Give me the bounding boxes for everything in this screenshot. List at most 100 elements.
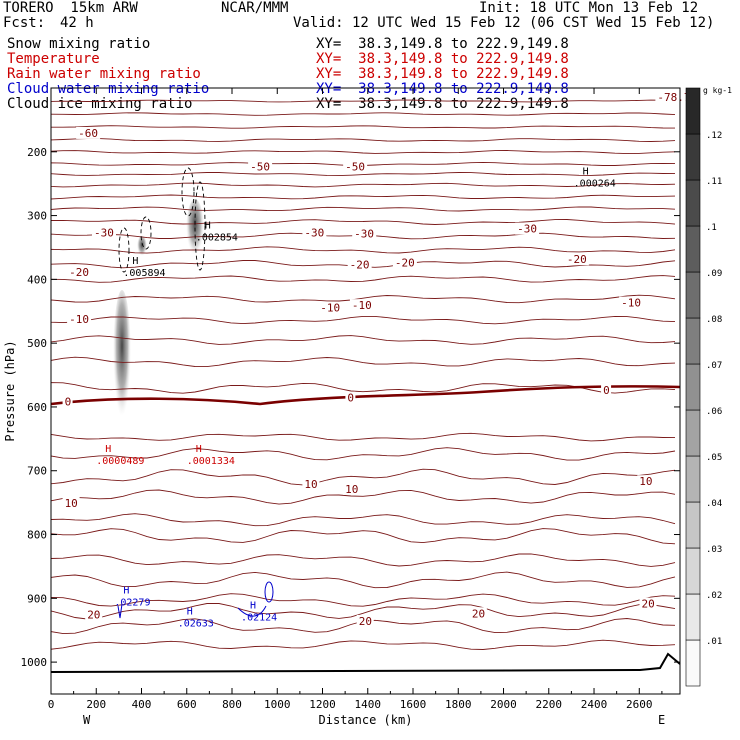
cloud-water-contour (237, 605, 267, 617)
temperature-contour-label: -20 (567, 253, 587, 266)
maximum-marker: H (123, 586, 129, 597)
temperature-contour-line (50, 99, 676, 103)
axes: 0 200 400 600 800 1000 1200 1400 1600 1800 2000 220… (3, 87, 681, 727)
ice-contour (140, 216, 152, 250)
colorbar-bin (685, 501, 701, 549)
y-tick-label: 400 (27, 273, 47, 286)
colorbar-tick-label: .06 (706, 407, 722, 417)
x-tick-label: 2000 (490, 698, 517, 711)
x-tick-label: 1400 (355, 698, 382, 711)
temperature-contour-line (50, 639, 676, 650)
x-tick-label: 2400 (581, 698, 608, 711)
label-knockout (343, 482, 361, 495)
colorbar-bin (685, 87, 701, 135)
label-knockout (619, 296, 644, 309)
legend-label: Snow mixing ratio (7, 36, 151, 52)
x-tick-label: 200 (86, 698, 106, 711)
maximum-marker: H (250, 600, 256, 611)
legend-xy: XY= 38.3,149.8 to 222.9,149.8 (316, 81, 569, 97)
colorbar-tick-label: .01 (706, 637, 722, 647)
terrain-line (50, 652, 681, 673)
label-knockout (248, 160, 273, 173)
temperature-contour-line (50, 194, 676, 200)
label-knockout (302, 226, 327, 239)
other-contours (117, 167, 274, 619)
label-knockout (639, 597, 657, 610)
maximum-marker: H (205, 221, 211, 232)
center-name: NCAR/MMM (221, 0, 289, 16)
colorbar-tick-label: .07 (706, 361, 722, 371)
x-tick-label: 800 (222, 698, 242, 711)
x-tick-label: 600 (177, 698, 197, 711)
colorbar-units: g kg-1 (703, 86, 732, 95)
label-knockout (67, 313, 92, 326)
x-tick-label: 1800 (445, 698, 472, 711)
label-knockout (352, 227, 377, 240)
cloud-water-contour (264, 581, 274, 603)
colorbar-bin (685, 593, 701, 641)
temperature-contour-label: 10 (639, 475, 652, 488)
colorbar-bin (685, 409, 701, 457)
temperature-contour-label: 10 (304, 478, 317, 491)
temperature-contour-line (50, 528, 676, 545)
x-tick-label: 2600 (626, 698, 653, 711)
y-tick-label: 600 (27, 401, 47, 414)
label-knockout (347, 258, 372, 271)
temperature-contour-line (50, 335, 676, 345)
colorbar-bin (685, 317, 701, 365)
temperature-contour-line (50, 315, 676, 325)
colorbar-bin (685, 225, 701, 273)
label-knockout (67, 265, 92, 278)
legend-xy: XY= 38.3,149.8 to 222.9,149.8 (316, 36, 569, 52)
temperature-contour-label: -30 (354, 228, 374, 241)
label-knockout (515, 222, 540, 235)
temperature-contour-label: 20 (359, 615, 372, 628)
maximum-value-label: .02279 (114, 598, 150, 609)
temperature-contour-label: -78.7 (657, 91, 690, 104)
colorbar-tick-label: .04 (706, 499, 722, 509)
zero-isotherm (50, 385, 681, 406)
legend-label: Temperature (7, 51, 100, 67)
temperature-contour-label: -50 (250, 161, 270, 174)
x-tick-label: 0 (48, 698, 55, 711)
temperature-contour-label: 0 (65, 395, 72, 408)
legend-label: Cloud water mixing ratio (7, 81, 210, 97)
temperature-contour-label: 20 (87, 609, 100, 622)
colorbar: .01 .02 .03 .04 .05 .06 .07 .08 .09 .1 .11 .12 g kg-… (685, 86, 732, 687)
temperature-contour-label: -30 (94, 226, 114, 239)
label-knockout (601, 384, 612, 396)
y-tick-label: 500 (27, 337, 47, 350)
y-tick-label: 300 (27, 210, 47, 223)
temperature-contour-line (50, 246, 676, 254)
east-endpoint-label: E (658, 713, 665, 727)
maximum-marker: H (196, 444, 202, 455)
colorbar-tick-label: .09 (706, 269, 722, 279)
temperature-contour-label: 0 (603, 384, 610, 397)
legend-xy: XY= 38.3,149.8 to 222.9,149.8 (316, 51, 569, 67)
temperature-contour-line (50, 172, 676, 177)
maximum-value-label: .0001334 (187, 456, 235, 467)
temperature-contour-line (50, 447, 676, 461)
temperature-contours (50, 99, 681, 673)
colorbar-tick-label: .11 (706, 177, 722, 187)
temperature-contour-line (50, 553, 676, 567)
maximum-marker: H (187, 607, 193, 618)
temperature-contour-label: -10 (352, 299, 372, 312)
colorbar-tick-label: .05 (706, 453, 722, 463)
maximum-marker: H (105, 444, 111, 455)
maximum-marker: H (583, 166, 589, 177)
y-tick-label: 200 (27, 146, 47, 159)
colorbar-tick-label: .08 (706, 315, 722, 325)
colorbar-bin (685, 455, 701, 503)
legend-xy: XY= 38.3,149.8 to 222.9,149.8 (316, 66, 569, 82)
temperature-contour-label: -20 (350, 258, 370, 271)
colorbar-bin (685, 133, 701, 181)
temperature-contour-label: -20 (69, 266, 89, 279)
maximum-value-label: .002854 (196, 233, 238, 244)
ice-contour (194, 181, 206, 271)
label-knockout (62, 395, 73, 408)
label-knockout (349, 299, 374, 312)
y-tick-label: 700 (27, 465, 47, 478)
temperature-contour-label: 20 (472, 607, 485, 620)
